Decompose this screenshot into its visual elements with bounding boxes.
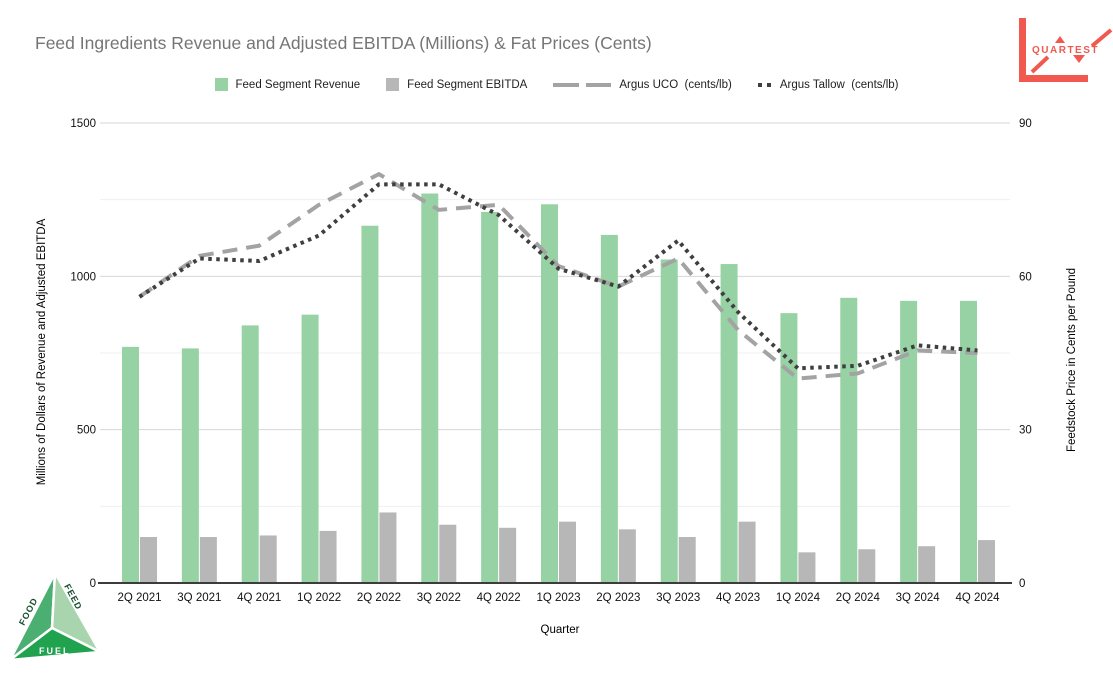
chart-title: Feed Ingredients Revenue and Adjusted EB… [35, 33, 652, 53]
revenue-bar [421, 193, 439, 584]
legend-label: Argus Tallow (cents/lb) [779, 78, 899, 91]
ebitda-bar [199, 537, 217, 583]
quartest-logo-text: QUARTEST [1032, 45, 1099, 56]
ebitda-bar [379, 512, 397, 583]
logo-down-arrow-icon [1073, 55, 1085, 63]
right-axis-title: Feedstock Price in Cents per Pound [1066, 267, 1078, 453]
left-axis-tick-label: 1500 [70, 118, 96, 130]
pyramid-logo: FOOD FEED FUEL [8, 571, 102, 662]
logo-zigzag-left [1030, 55, 1050, 74]
ebitda-bar [140, 537, 157, 583]
x-tick-label: 4Q 2022 [477, 592, 521, 604]
left-axis-title: Millions of Dollars of Revenue and Adjus… [36, 218, 48, 486]
ebitda-bar [439, 524, 457, 583]
ebitda-bar [499, 527, 517, 583]
ebitda-bar [559, 521, 576, 583]
x-tick-label: 1Q 2024 [776, 592, 821, 604]
revenue-bar [840, 297, 858, 583]
revenue-swatch-icon [214, 78, 228, 91]
tick-labels: 0 500 1000 1500 0 30 60 90 2Q 2021 3Q 2021 4Q 2021… [70, 118, 1031, 604]
legend-item-tallow: Argus Tallow (cents/lb) [757, 78, 899, 91]
x-tick-label: 4Q 2021 [237, 592, 281, 604]
legend-label: Feed Segment EBITDA [407, 78, 528, 91]
tallow-line [138, 182, 978, 371]
revenue-bar [720, 264, 738, 583]
ebitda-bar [978, 540, 995, 583]
revenue-bar [122, 346, 139, 583]
dashed-line-icon [553, 82, 612, 87]
x-tick-label: 2Q 2022 [357, 592, 401, 604]
revenue-bar [181, 348, 199, 583]
revenue-bar [600, 234, 618, 583]
legend-item-ebitda: Feed Segment EBITDA [386, 78, 527, 91]
logo-axis-horizontal [1019, 75, 1088, 82]
x-axis-title: Quarter [540, 624, 580, 636]
x-tick-label: 1Q 2022 [297, 592, 341, 604]
x-tick-label: 3Q 2022 [417, 592, 461, 604]
right-axis-tick-label: 30 [1019, 425, 1032, 437]
dotted-line-icon [757, 82, 772, 87]
ebitda-bar [738, 521, 756, 583]
quartest-logo: QUARTEST [1019, 18, 1113, 82]
bar-series [122, 193, 995, 584]
x-tick-label: 3Q 2023 [656, 592, 700, 604]
logo-up-arrow-icon [1055, 36, 1065, 43]
ebitda-bar [918, 546, 936, 583]
right-axis-tick-label: 90 [1019, 118, 1032, 130]
logo-zigzag-right [1090, 28, 1113, 48]
revenue-bar [361, 225, 379, 583]
left-axis-tick-label: 500 [77, 425, 96, 437]
legend-item-revenue: Feed Segment Revenue [214, 78, 361, 91]
x-tick-label: 2Q 2021 [117, 592, 161, 604]
ebitda-bar [678, 537, 696, 583]
pyramid-face-fuel [8, 626, 102, 662]
revenue-bar [301, 314, 319, 583]
legend-label: Feed Segment Revenue [235, 78, 361, 91]
left-axis-tick-label: 1000 [70, 271, 96, 283]
ebitda-bar [798, 552, 816, 583]
logo-axis-vertical [1019, 18, 1026, 82]
revenue-bar [241, 325, 259, 583]
legend-label: Argus UCO (cents/lb) [619, 78, 732, 91]
ebitda-bar [618, 529, 636, 583]
x-tick-label: 3Q 2021 [177, 592, 221, 604]
ebitda-bar [319, 530, 337, 583]
revenue-bar [960, 300, 977, 583]
revenue-bar [660, 259, 678, 583]
x-tick-label: 2Q 2023 [596, 592, 640, 604]
pyramid-label-fuel: FUEL [39, 646, 71, 656]
ebitda-bar [858, 549, 876, 583]
line-series [138, 171, 978, 381]
x-tick-label: 2Q 2024 [836, 592, 881, 604]
legend: Feed Segment Revenue Feed Segment EBITDA… [0, 78, 1113, 91]
ebitda-bar [259, 535, 277, 583]
left-axis-tick-label: 0 [90, 578, 96, 590]
revenue-bar [900, 300, 918, 583]
x-tick-label: 4Q 2023 [716, 592, 760, 604]
revenue-bar [780, 313, 798, 583]
ebitda-swatch-icon [386, 78, 400, 91]
right-axis-tick-label: 0 [1019, 578, 1025, 590]
revenue-bar [481, 211, 499, 583]
legend-item-uco: Argus UCO (cents/lb) [553, 78, 732, 91]
right-axis-tick-label: 60 [1019, 271, 1032, 283]
revenue-bar [541, 204, 558, 583]
x-tick-label: 1Q 2023 [536, 592, 580, 604]
x-tick-label: 4Q 2024 [955, 592, 1000, 604]
x-tick-label: 3Q 2024 [896, 592, 941, 604]
